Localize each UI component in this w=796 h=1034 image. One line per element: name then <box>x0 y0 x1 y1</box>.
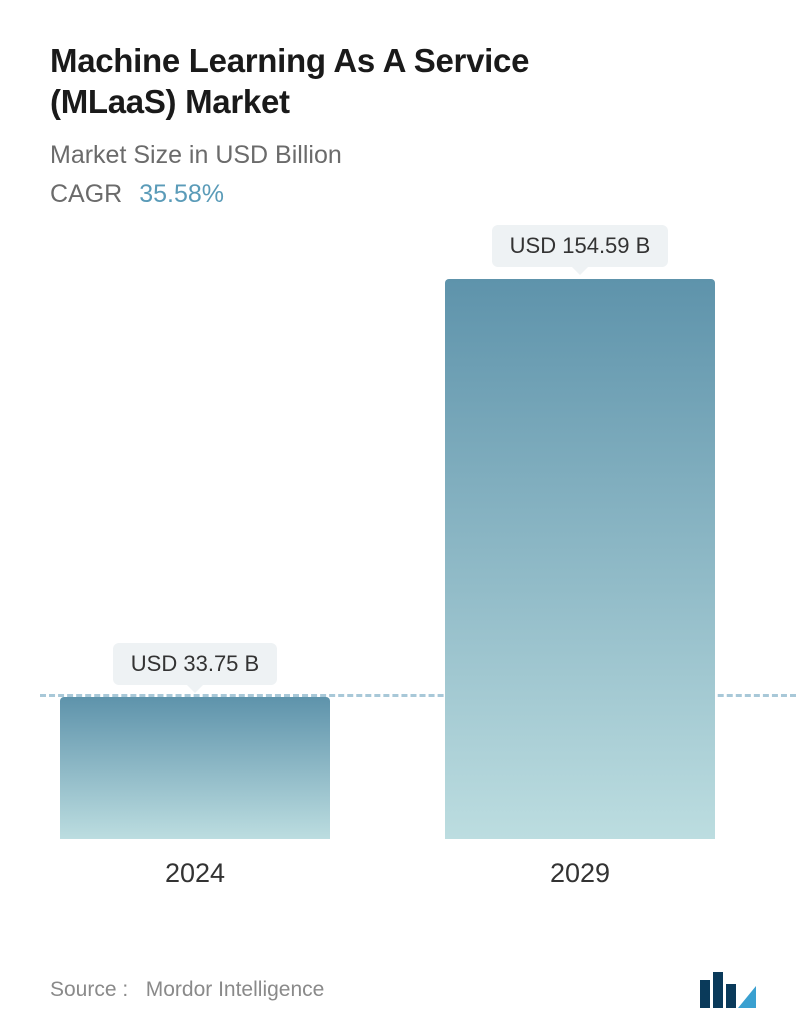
bar-value-label: USD 154.59 B <box>492 225 669 267</box>
cagr-value: 35.58% <box>139 180 224 208</box>
bar-group: USD 33.75 B <box>60 643 330 839</box>
category-label: 2029 <box>445 858 715 889</box>
title-line-1: Machine Learning As A Service <box>50 42 529 79</box>
bar <box>60 697 330 839</box>
chart-footer: Source : Mordor Intelligence <box>50 972 756 1008</box>
chart-container: Machine Learning As A Service (MLaaS) Ma… <box>0 0 796 1034</box>
bar-group: USD 154.59 B <box>445 225 715 839</box>
category-label: 2024 <box>60 858 330 889</box>
cagr-label: CAGR <box>50 180 122 208</box>
chart-subtitle: Market Size in USD Billion <box>50 141 756 170</box>
title-line-2: (MLaaS) Market <box>50 83 290 120</box>
cagr-row: CAGR 35.58% <box>50 180 756 209</box>
chart-plot-area: USD 33.75 B USD 154.59 B 2024 2029 <box>50 219 756 899</box>
source-attribution: Source : Mordor Intelligence <box>50 978 324 1002</box>
mordor-logo-icon <box>700 972 756 1008</box>
source-label: Source : <box>50 978 128 1001</box>
source-name: Mordor Intelligence <box>146 978 325 1001</box>
bar-value-label: USD 33.75 B <box>113 643 277 685</box>
bar <box>445 279 715 839</box>
chart-title: Machine Learning As A Service (MLaaS) Ma… <box>50 40 756 123</box>
